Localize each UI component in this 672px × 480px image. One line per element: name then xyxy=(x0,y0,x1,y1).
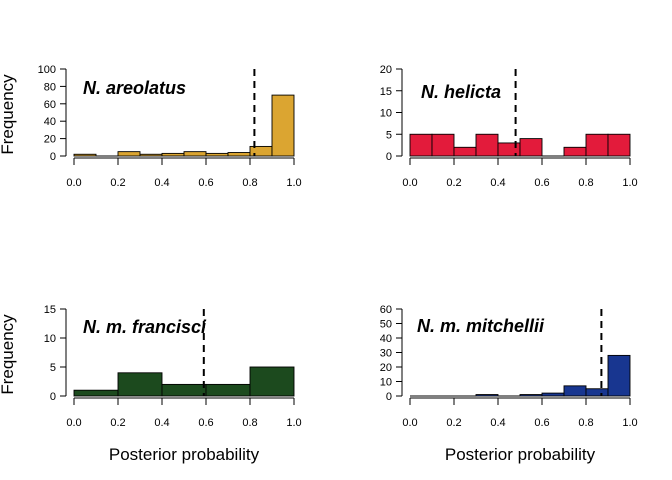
y-tick-label: 80 xyxy=(44,81,56,93)
y-axis: 0 5 10 15 20 xyxy=(380,64,403,163)
x-tick-label: 0.4 xyxy=(154,417,169,429)
x-tick-label: 0.4 xyxy=(490,417,505,429)
x-tick-label: 0.2 xyxy=(110,417,125,429)
histogram-bar xyxy=(585,133,609,157)
x-axis: 0.0 0.2 0.4 0.6 0.8 1.0 xyxy=(66,157,302,189)
y-tick-label: 15 xyxy=(44,304,56,316)
x-axis: 0.0 0.2 0.4 0.6 0.8 1.0 xyxy=(402,157,638,189)
histogram-bar xyxy=(183,151,207,157)
y-tick-label: 40 xyxy=(380,333,392,345)
species-label: N. m. mitchellii xyxy=(417,316,545,336)
x-tick-label: 0.2 xyxy=(446,417,461,429)
histogram-bar xyxy=(73,389,119,397)
x-tick-label: 0.0 xyxy=(402,177,417,189)
species-label: N. m. francisci xyxy=(83,317,207,337)
y-tick-label: 0 xyxy=(386,151,392,163)
y-tick-label: 30 xyxy=(380,348,392,360)
y-tick-label: 0 xyxy=(386,391,392,403)
x-tick-label: 0.0 xyxy=(402,417,417,429)
histogram-bar xyxy=(271,94,295,157)
histogram-bar xyxy=(117,372,163,397)
histogram-bar xyxy=(117,151,141,157)
x-axis: 0.0 0.2 0.4 0.6 0.8 1.0 xyxy=(402,397,638,429)
x-tick-label: 0.4 xyxy=(154,177,169,189)
histogram-bar xyxy=(497,142,521,157)
y-tick-label: 60 xyxy=(44,99,56,111)
histogram-bar xyxy=(161,152,185,157)
y-tick-label: 40 xyxy=(44,116,56,128)
histogram-bar xyxy=(431,133,455,157)
y-tick-label: 0 xyxy=(50,151,56,163)
y-tick-label: 20 xyxy=(380,362,392,374)
x-tick-label: 0.4 xyxy=(490,177,505,189)
x-tick-label: 0.8 xyxy=(242,417,257,429)
y-tick-label: 0 xyxy=(50,391,56,403)
histogram-bar xyxy=(249,145,273,157)
histogram-bar xyxy=(409,133,433,157)
x-axis: 0.0 0.2 0.4 0.6 0.8 1.0 xyxy=(66,397,302,429)
histogram-bar xyxy=(519,138,543,157)
x-tick-label: 0.2 xyxy=(446,177,461,189)
x-tick-label: 0.8 xyxy=(578,417,593,429)
histogram-bar xyxy=(541,392,565,397)
y-axis: 0 20 40 60 80 100 xyxy=(38,64,67,163)
histogram-panel-1: 0 20 40 60 80 100 0.0 0.2 0.4 0.6 0.8 1.0 N. areolat… xyxy=(0,64,302,189)
y-tick-label: 50 xyxy=(380,319,392,331)
y-tick-label: 20 xyxy=(380,64,392,76)
x-axis-title: Posterior probability xyxy=(445,445,596,464)
x-tick-label: 0.6 xyxy=(198,177,213,189)
histogram-bar xyxy=(205,383,251,397)
y-axis: 0 10 20 30 40 50 60 xyxy=(380,304,403,403)
histogram-bar xyxy=(519,394,543,397)
histogram-panel-4: 0 10 20 30 40 50 60 0.0 0.2 0.4 0.6 0.8 1.0 N. m. mit… xyxy=(380,304,638,464)
x-tick-label: 1.0 xyxy=(286,417,301,429)
x-tick-label: 0.8 xyxy=(578,177,593,189)
x-tick-label: 0.6 xyxy=(534,417,549,429)
histogram-bar xyxy=(205,152,229,157)
y-tick-label: 15 xyxy=(380,86,392,98)
histogram-bar xyxy=(139,153,163,157)
histogram-bar xyxy=(249,366,295,397)
y-tick-label: 60 xyxy=(380,304,392,316)
histogram-bar xyxy=(563,385,587,397)
y-tick-label: 10 xyxy=(380,108,392,120)
x-tick-label: 0.6 xyxy=(198,417,213,429)
x-tick-label: 1.0 xyxy=(622,417,637,429)
x-tick-label: 0.8 xyxy=(242,177,257,189)
histogram-panel-2: 0 5 10 15 20 0.0 0.2 0.4 0.6 0.8 1.0 N. helicta xyxy=(380,64,638,189)
x-tick-label: 0.2 xyxy=(110,177,125,189)
histogram-bar xyxy=(227,152,251,157)
y-tick-label: 20 xyxy=(44,134,56,146)
x-tick-label: 0.6 xyxy=(534,177,549,189)
species-label: N. helicta xyxy=(421,82,501,102)
y-tick-label: 5 xyxy=(50,362,56,374)
x-tick-label: 1.0 xyxy=(286,177,301,189)
x-tick-label: 0.0 xyxy=(66,177,81,189)
histogram-bar xyxy=(607,354,631,397)
x-tick-label: 0.0 xyxy=(66,417,81,429)
y-tick-label: 5 xyxy=(386,129,392,141)
y-axis: 0 5 10 15 xyxy=(44,304,67,403)
histogram-bar xyxy=(73,153,97,157)
y-tick-label: 100 xyxy=(38,64,56,76)
y-tick-label: 10 xyxy=(44,333,56,345)
histogram-panel-3: 0 5 10 15 0.0 0.2 0.4 0.6 0.8 1.0 N. m. francisci F… xyxy=(0,304,302,464)
x-tick-label: 1.0 xyxy=(622,177,637,189)
species-label: N. areolatus xyxy=(83,78,186,98)
histogram-bar xyxy=(585,388,609,397)
histogram-bar xyxy=(161,383,207,397)
x-axis-title: Posterior probability xyxy=(109,445,260,464)
histogram-bar xyxy=(607,133,631,157)
histogram-bar xyxy=(475,133,499,157)
histogram-bar xyxy=(475,394,499,397)
histogram-bar xyxy=(563,146,587,157)
histogram-bar xyxy=(453,146,477,157)
y-tick-label: 10 xyxy=(380,377,392,389)
y-axis-title: Frequency xyxy=(0,314,17,395)
y-axis-title: Frequency xyxy=(0,74,17,155)
